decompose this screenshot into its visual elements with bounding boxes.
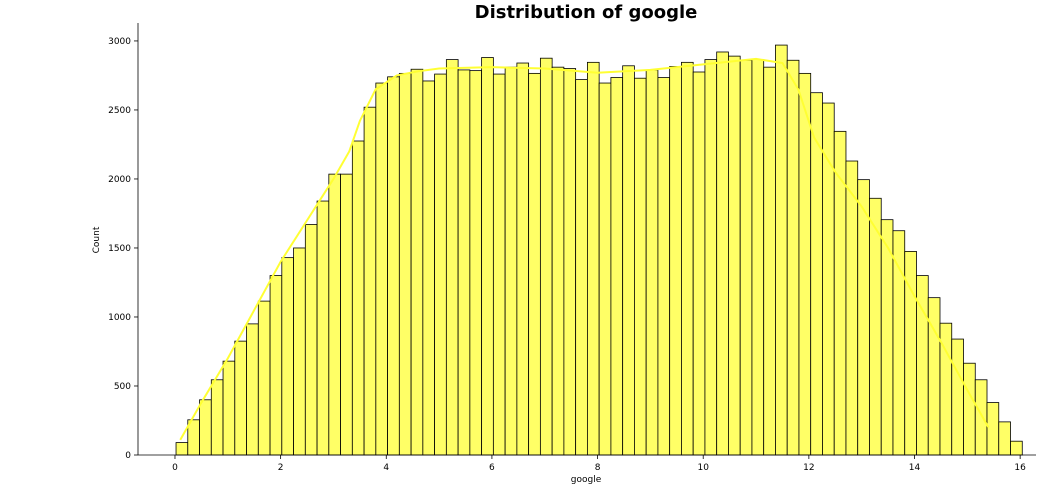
bar [410, 68, 424, 456]
bar [304, 224, 318, 456]
bar [692, 71, 706, 456]
x-tick-label: 6 [489, 463, 495, 473]
bar [763, 66, 776, 456]
bar [387, 76, 400, 456]
bar [974, 379, 988, 456]
x-tick-label: 8 [595, 463, 601, 473]
bar [363, 106, 377, 456]
bar [951, 338, 964, 456]
bar [634, 77, 647, 456]
bar [481, 57, 494, 456]
bar [657, 77, 671, 456]
bar [257, 300, 271, 456]
y-tick-label: 2000 [108, 175, 131, 185]
bar [598, 82, 612, 456]
bar [516, 62, 530, 456]
bar [728, 55, 741, 456]
x-axis-label: google [571, 475, 602, 485]
bar [528, 72, 541, 456]
bar [963, 362, 976, 456]
x-tick-label: 12 [803, 463, 814, 473]
bar [716, 51, 729, 456]
bar [857, 179, 870, 456]
y-tick-label: 2500 [108, 106, 131, 116]
bar [222, 360, 236, 456]
x-tick-label: 4 [383, 463, 389, 473]
x-ticks-group: 0 2 4 6 8 10 12 14 16 [172, 455, 1026, 473]
chart-title: Distribution of google [475, 2, 698, 23]
bar [751, 59, 765, 456]
bar [551, 66, 565, 456]
y-tick-label: 1500 [108, 244, 131, 254]
y-tick-label: 1000 [108, 313, 131, 323]
bar [281, 257, 294, 456]
bar [398, 72, 412, 456]
y-tick-label: 500 [114, 382, 131, 392]
bar [610, 77, 624, 456]
bar [340, 173, 353, 456]
x-tick-label: 2 [278, 463, 284, 473]
y-axis-label: Count [92, 226, 102, 253]
y-tick-label: 3000 [108, 37, 131, 47]
bar [539, 57, 553, 456]
bar [375, 82, 388, 456]
bar [869, 197, 882, 456]
bar [681, 61, 694, 456]
bar [175, 442, 189, 456]
y-tick-label: 0 [125, 451, 131, 461]
bar [445, 59, 459, 456]
bar [775, 44, 788, 456]
bar [622, 65, 635, 456]
x-tick-label: 0 [172, 463, 178, 473]
bar [845, 160, 859, 456]
bar [669, 66, 682, 456]
bar [234, 340, 247, 456]
x-tick-label: 16 [1014, 463, 1026, 473]
bar [210, 379, 224, 456]
bar [351, 140, 365, 456]
bar [328, 173, 341, 456]
bars-group [175, 44, 1023, 456]
bar [469, 70, 483, 456]
bar [892, 230, 906, 456]
bar [586, 61, 600, 456]
bar [563, 68, 577, 456]
bar [998, 421, 1011, 456]
bar [492, 73, 506, 456]
bar [422, 80, 436, 456]
bar [199, 399, 212, 456]
bar [645, 69, 659, 456]
y-ticks-group: 0 500 1000 1500 2000 2500 3000 [108, 37, 138, 461]
bar [293, 247, 306, 456]
bar [704, 59, 718, 456]
bar [269, 275, 283, 456]
bar [316, 200, 330, 456]
bar [504, 66, 518, 456]
bar [798, 72, 812, 456]
bar [1010, 440, 1023, 456]
bar [246, 323, 259, 456]
x-tick-label: 14 [909, 463, 921, 473]
kde-line [179, 57, 990, 441]
bar [786, 59, 800, 456]
bar [434, 73, 447, 456]
bar [457, 69, 471, 456]
bar [986, 402, 1000, 456]
x-tick-label: 10 [697, 463, 709, 473]
bar [575, 79, 588, 456]
bar [739, 59, 753, 456]
